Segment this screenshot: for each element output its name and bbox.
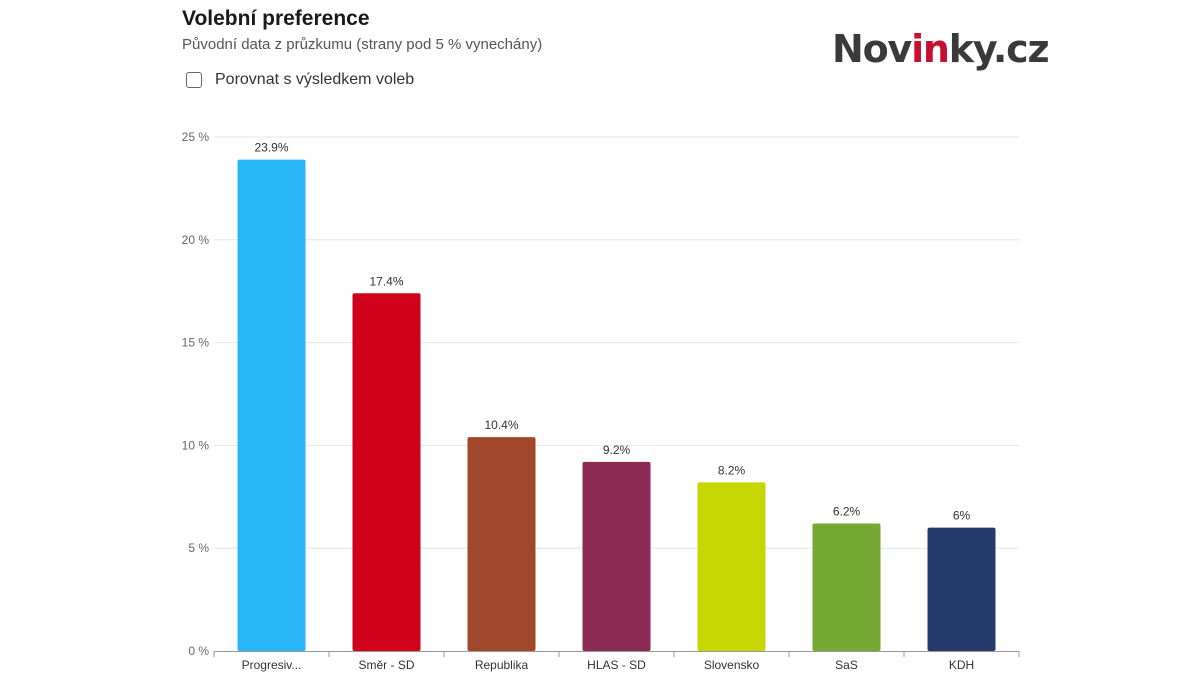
data-label-4: 8.2% xyxy=(718,463,746,477)
y-tick-label: 20 % xyxy=(182,233,210,247)
category-label-2: Republika xyxy=(475,658,529,672)
bar-5[interactable] xyxy=(812,523,881,651)
bar-0[interactable] xyxy=(237,159,306,651)
data-labels: 23.9% 17.4% 10.4% 9.2% 8.2% 6.2% 6% xyxy=(254,141,970,523)
logo-part-2: in xyxy=(911,27,950,71)
chart-subtitle: Původní data z průzkumu (strany pod 5 % … xyxy=(182,36,543,53)
compare-checkbox[interactable] xyxy=(186,72,202,88)
x-axis xyxy=(213,651,1020,657)
bar-3[interactable] xyxy=(582,461,651,651)
data-label-1: 17.4% xyxy=(369,274,403,288)
y-tick-label: 25 % xyxy=(182,130,210,144)
bars xyxy=(237,159,996,651)
chart-header: Volební preference Původní data z průzku… xyxy=(182,6,542,54)
bar-2[interactable] xyxy=(467,437,536,651)
y-tick-label: 10 % xyxy=(182,438,210,452)
data-label-2: 10.4% xyxy=(484,418,518,432)
data-label-3: 9.2% xyxy=(603,443,631,457)
data-label-6: 6% xyxy=(953,509,971,523)
category-label-6: KDH xyxy=(949,658,974,672)
bar-1[interactable] xyxy=(352,293,421,651)
data-label-0: 23.9% xyxy=(254,141,288,155)
bar-6[interactable] xyxy=(927,527,996,651)
logo-part-3: ky.cz xyxy=(948,27,1050,71)
compare-with-election-toggle[interactable]: Porovnat s výsledkem voleb xyxy=(186,71,414,89)
y-tick-label: 15 % xyxy=(182,336,210,350)
novinky-logo[interactable]: Novinky.cz xyxy=(832,26,1050,72)
category-label-1: Směr - SD xyxy=(358,658,414,672)
bar-4[interactable] xyxy=(697,482,766,651)
y-tick-label: 5 % xyxy=(188,541,209,555)
y-tick-label: 0 % xyxy=(188,644,209,658)
category-label-3: HLAS - SD xyxy=(587,658,646,672)
category-labels: Progresiv... Směr - SD Republika HLAS - SD S… xyxy=(242,658,975,672)
logo-part-1: Nov xyxy=(832,27,912,71)
category-label-0: Progresiv... xyxy=(242,658,302,672)
chart-title: Volební preference xyxy=(182,7,370,30)
category-label-4: Slovensko xyxy=(704,658,760,672)
compare-checkbox-label[interactable]: Porovnat s výsledkem voleb xyxy=(215,71,415,88)
category-label-5: SaS xyxy=(835,658,858,672)
y-axis-ticks: 0 % 5 % 10 % 15 % 20 % 25 % xyxy=(182,130,210,658)
data-label-5: 6.2% xyxy=(833,505,861,519)
